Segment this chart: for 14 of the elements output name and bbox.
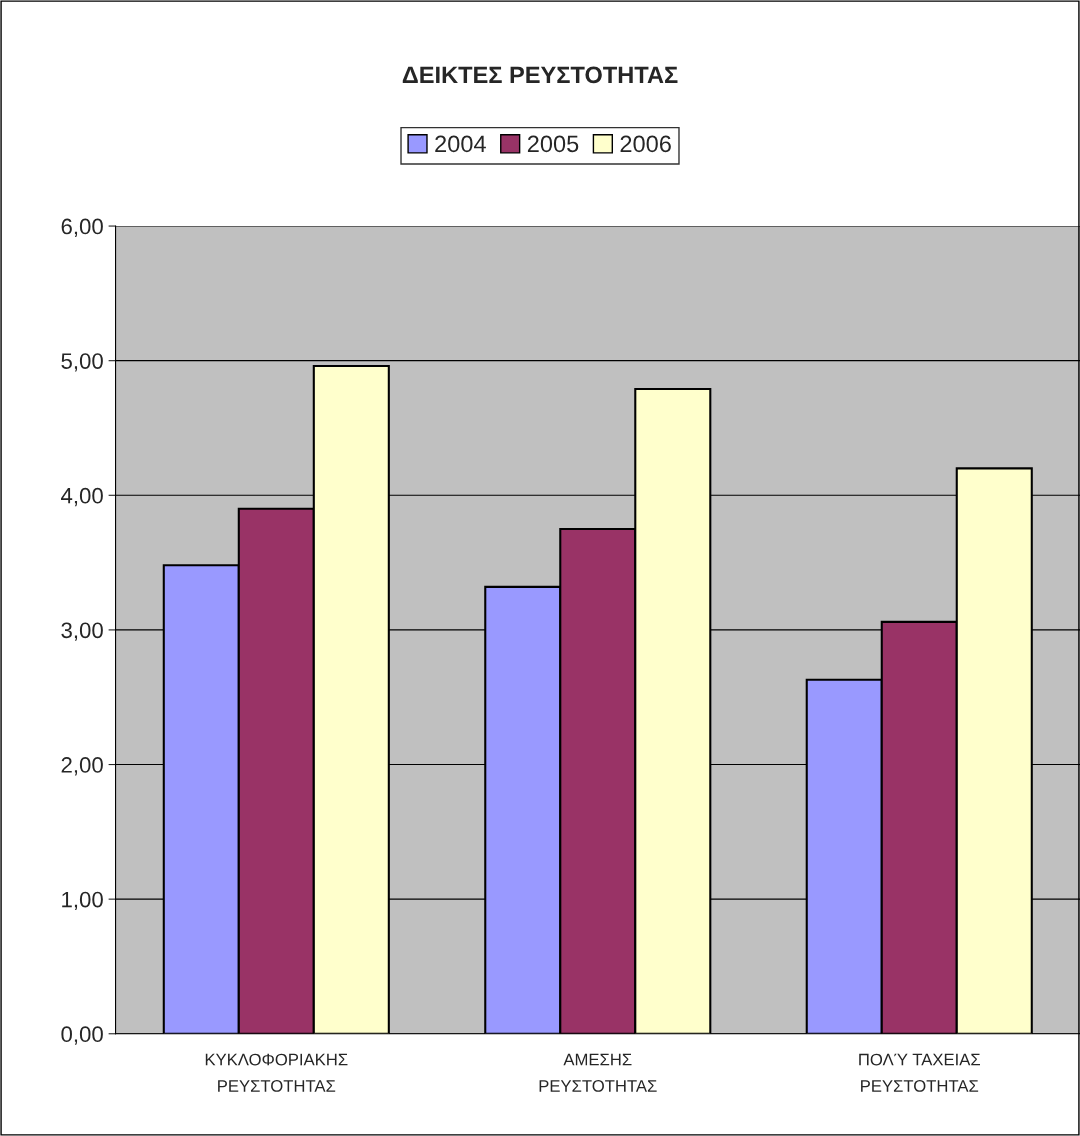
x-tick-label: ΠΟΛΎ ΤΑΧΕΙΑΣ ΡΕΥΣΤΟΤΗΤΑΣ <box>859 1053 980 1092</box>
legend-label: 2004 <box>435 135 486 153</box>
y-tick-label: 3,00 <box>61 622 103 641</box>
x-tick-label: ΚΥΚΛΟΦΟΡΙΑΚΗΣ ΡΕΥΣΤΟΤΗΤΑΣ <box>205 1053 348 1092</box>
legend-label: 2006 <box>620 135 671 153</box>
y-tick-label: 6,00 <box>61 218 103 237</box>
legend-label: 2005 <box>527 135 579 153</box>
x-tick-label: ΑΜΕΣΗΣ ΡΕΥΣΤΟΤΗΤΑΣ <box>539 1053 657 1092</box>
y-tick-label: 5,00 <box>61 353 103 372</box>
chart-title: ΔΕΙΚΤΕΣ ΡΕΥΣΤΟΤΗΤΑΣ <box>402 66 678 84</box>
y-tick-label: 4,00 <box>61 487 103 507</box>
y-tick-label: 1,00 <box>62 891 103 911</box>
y-tick-label: 0,00 <box>61 1026 103 1045</box>
y-tick-label: 2,00 <box>61 757 103 776</box>
